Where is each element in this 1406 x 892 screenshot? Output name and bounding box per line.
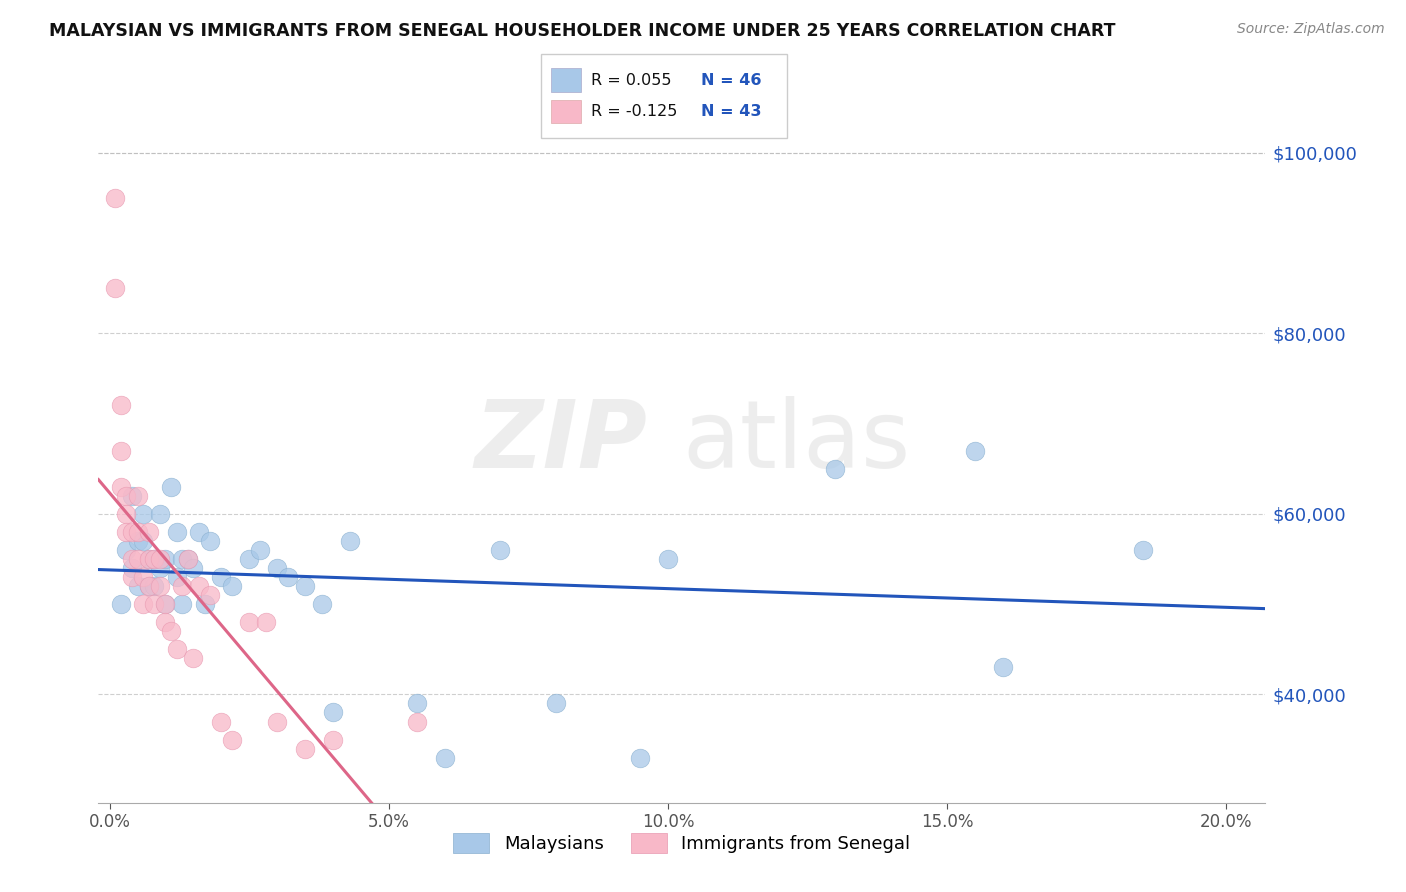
Point <box>198 588 221 602</box>
Point <box>221 732 243 747</box>
Point <box>172 597 194 611</box>
Point <box>110 398 132 412</box>
Point <box>121 570 143 584</box>
Point <box>138 552 160 566</box>
Legend: Malaysians, Immigrants from Senegal: Malaysians, Immigrants from Senegal <box>444 823 920 863</box>
Point <box>183 561 205 575</box>
Point <box>115 524 138 539</box>
Point <box>127 533 149 548</box>
Point <box>183 651 205 665</box>
Point <box>104 191 127 205</box>
Point <box>266 714 288 729</box>
Point <box>824 461 846 475</box>
Point <box>405 697 427 711</box>
Point <box>628 750 651 764</box>
Point <box>294 741 316 756</box>
Point <box>121 524 143 539</box>
Point <box>254 615 277 630</box>
Text: Source: ZipAtlas.com: Source: ZipAtlas.com <box>1237 22 1385 37</box>
Point <box>121 552 143 566</box>
Point <box>138 579 160 593</box>
Bar <box>551 100 581 123</box>
Point <box>187 524 209 539</box>
Point <box>121 489 143 503</box>
Point <box>198 533 221 548</box>
Point <box>433 750 456 764</box>
FancyBboxPatch shape <box>541 54 787 138</box>
Point <box>127 489 149 503</box>
Point <box>266 561 288 575</box>
Point <box>172 579 194 593</box>
Point <box>160 624 183 639</box>
Point <box>127 524 149 539</box>
Point <box>138 579 160 593</box>
Point <box>110 443 132 458</box>
Point <box>127 579 149 593</box>
Text: MALAYSIAN VS IMMIGRANTS FROM SENEGAL HOUSEHOLDER INCOME UNDER 25 YEARS CORRELATI: MALAYSIAN VS IMMIGRANTS FROM SENEGAL HOU… <box>49 22 1116 40</box>
Point <box>1132 542 1154 557</box>
Point <box>311 597 333 611</box>
Point <box>149 552 172 566</box>
Point <box>249 542 271 557</box>
Point <box>166 570 188 584</box>
Point <box>405 714 427 729</box>
Point <box>115 542 138 557</box>
Point <box>193 597 215 611</box>
Point <box>138 552 160 566</box>
Point <box>110 480 132 494</box>
Point <box>155 552 177 566</box>
Point <box>166 524 188 539</box>
Point <box>155 615 177 630</box>
Bar <box>551 69 581 92</box>
Point <box>110 597 132 611</box>
Point <box>238 552 260 566</box>
Point <box>115 489 138 503</box>
Point <box>546 697 568 711</box>
Point <box>143 552 166 566</box>
Point <box>322 732 344 747</box>
Point <box>149 579 172 593</box>
Point <box>187 579 209 593</box>
Point <box>132 597 155 611</box>
Point <box>238 615 260 630</box>
Text: R = -0.125: R = -0.125 <box>591 104 676 120</box>
Point <box>143 579 166 593</box>
Point <box>489 542 512 557</box>
Point <box>221 579 243 593</box>
Text: R = 0.055: R = 0.055 <box>591 72 671 87</box>
Point <box>132 533 155 548</box>
Text: N = 46: N = 46 <box>702 72 762 87</box>
Point <box>127 552 149 566</box>
Point <box>209 570 232 584</box>
Point <box>115 507 138 521</box>
Point <box>155 597 177 611</box>
Point <box>143 552 166 566</box>
Point <box>277 570 299 584</box>
Point <box>149 507 172 521</box>
Point <box>177 552 200 566</box>
Point <box>143 597 166 611</box>
Point <box>339 533 361 548</box>
Point <box>104 281 127 295</box>
Point <box>138 524 160 539</box>
Point <box>132 570 155 584</box>
Point <box>160 480 183 494</box>
Point <box>155 597 177 611</box>
Point <box>121 561 143 575</box>
Point <box>322 706 344 720</box>
Point <box>132 507 155 521</box>
Point <box>177 552 200 566</box>
Point <box>991 660 1014 674</box>
Text: ZIP: ZIP <box>474 395 647 488</box>
Point <box>209 714 232 729</box>
Point <box>657 552 679 566</box>
Point <box>963 443 986 458</box>
Point <box>294 579 316 593</box>
Point <box>172 552 194 566</box>
Text: N = 43: N = 43 <box>702 104 762 120</box>
Text: atlas: atlas <box>682 395 910 488</box>
Point <box>149 561 172 575</box>
Point <box>166 642 188 657</box>
